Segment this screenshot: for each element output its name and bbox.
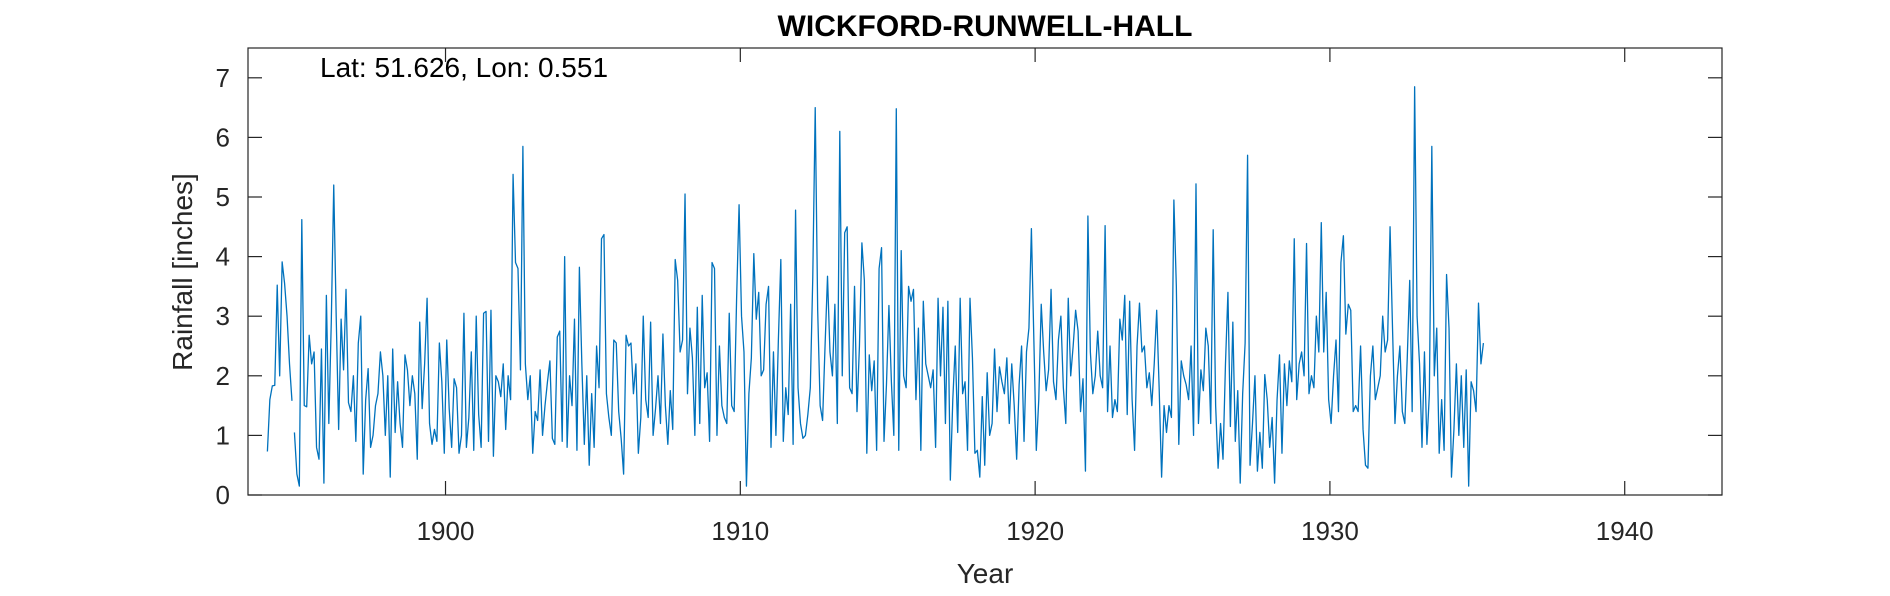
- y-tick-label: 3: [216, 301, 230, 331]
- y-tick-label: 7: [216, 63, 230, 93]
- y-axis-label: Rainfall [inches]: [167, 173, 198, 371]
- y-tick-label: 1: [216, 420, 230, 450]
- y-tick-label: 0: [216, 480, 230, 510]
- y-tick-label: 4: [216, 242, 230, 272]
- x-tick-label: 1900: [417, 516, 475, 546]
- chart-title: WICKFORD-RUNWELL-HALL: [778, 10, 1193, 43]
- x-axis-label: Year: [957, 558, 1014, 589]
- x-tick-label: 1920: [1006, 516, 1064, 546]
- series-layer: [266, 86, 1485, 487]
- y-tick-label: 5: [216, 182, 230, 212]
- plot-area-box: [247, 47, 1723, 496]
- coordinates-annotation: Lat: 51.626, Lon: 0.551: [320, 52, 608, 83]
- rainfall-series-line-segment-2: [293, 86, 1485, 487]
- x-tick-label: 1930: [1301, 516, 1359, 546]
- y-tick-label: 2: [216, 361, 230, 391]
- axes: 1900 1910 1920 1930 1940 0 1 2 3 4 5 6 7: [216, 48, 1722, 546]
- x-tick-label: 1910: [711, 516, 769, 546]
- y-tick-label: 6: [216, 122, 230, 152]
- rainfall-series-line-segment-1: [266, 261, 293, 452]
- x-tick-label: 1940: [1596, 516, 1654, 546]
